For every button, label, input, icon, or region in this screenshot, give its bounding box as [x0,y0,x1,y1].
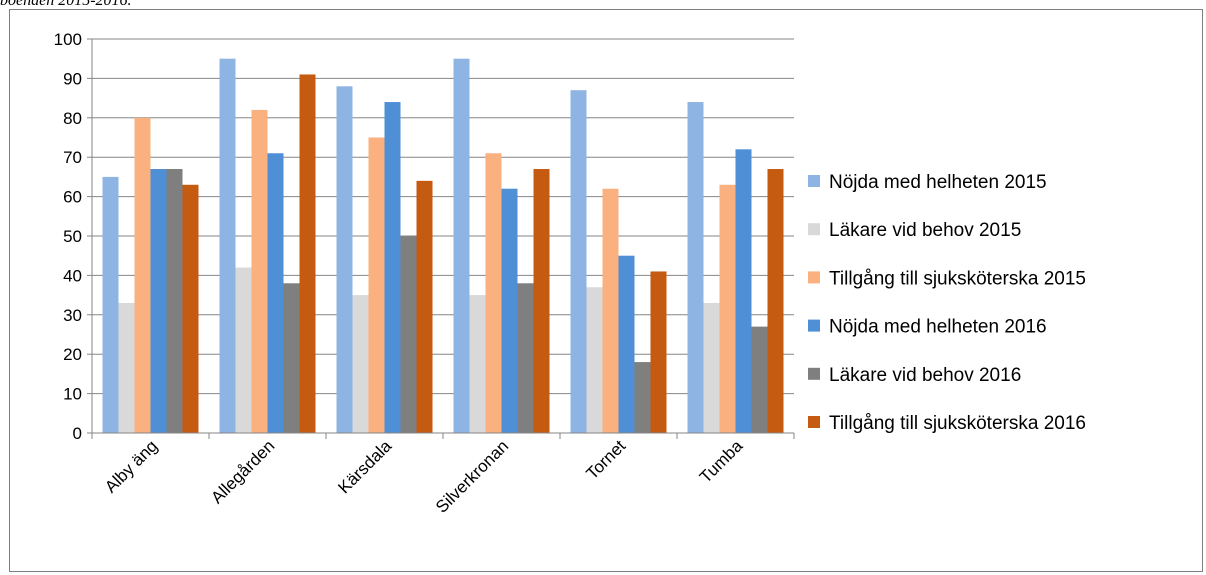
bar [368,137,385,433]
legend-label: Läkare vid behov 2015 [829,220,1021,241]
gridlines [92,38,794,395]
legend-label: Tillgång till sjuksköterska 2016 [829,413,1086,434]
bar [102,176,119,433]
bar [251,109,268,434]
legend-label: Nöjda med helheten 2015 [829,172,1047,193]
bar [235,267,252,433]
bar [618,255,635,433]
bar [219,58,236,433]
y-tick-label: 60 [63,188,82,207]
y-tick-label: 30 [63,306,82,325]
category-label: Tornet [582,436,629,483]
legend-label: Tillgång till sjuksköterska 2015 [829,268,1086,289]
bar [751,326,768,433]
chart-frame [9,9,1203,572]
y-tick-label: 80 [63,109,82,128]
bar [416,180,433,433]
bar [570,90,587,433]
bar [150,169,167,433]
legend-label: Läkare vid behov 2016 [829,365,1021,386]
legend-swatch [808,175,820,187]
legend-swatch [808,416,820,428]
bar [352,295,369,433]
category-label: Kärsdala [334,436,395,497]
bar [602,188,619,433]
bar [118,302,135,433]
bar [182,184,199,433]
bar [719,184,736,433]
bar [634,362,651,433]
bar [166,169,183,433]
bars [102,58,784,434]
bar [485,153,502,433]
bar [586,287,603,433]
bar [735,149,752,433]
bar [703,302,720,433]
bar [767,169,784,433]
legend-swatch [808,319,820,332]
bar [336,86,353,433]
legend-label: Nöjda med helheten 2016 [829,317,1047,338]
legend-swatch [808,223,820,236]
bar [134,117,151,434]
category-label: Tumba [696,436,747,487]
category-label: Alby äng [101,436,161,496]
bar [501,188,518,433]
bar [453,58,470,433]
bar [283,283,300,433]
bar [517,283,534,433]
y-tick-label: 0 [73,424,82,443]
y-tick-label: 50 [63,227,82,246]
bar [650,271,667,433]
y-tick-label: 90 [63,69,82,88]
category-label: Silverkronan [432,436,512,516]
y-tick-label: 100 [54,30,82,49]
legend: Nöjda med helheten 2015 Läkare vid behov … [808,172,1086,434]
bar [267,153,284,433]
bar [400,236,417,433]
bar [299,74,316,434]
legend-swatch [808,271,820,284]
y-tick-label: 10 [63,385,82,404]
category-label: Allegården [207,436,278,507]
y-tick-label: 70 [63,148,82,167]
bar [469,295,486,433]
bar [384,102,401,433]
chart-caption: boenden 2015-2016. [0,0,132,9]
y-tick-label: 40 [63,266,82,285]
legend-swatch [808,367,820,380]
bar [533,169,550,433]
y-tick-label: 20 [63,345,82,364]
bar [687,102,704,433]
